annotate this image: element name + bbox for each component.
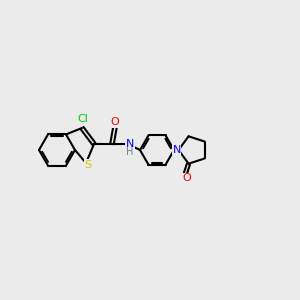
Text: O: O	[182, 173, 191, 183]
Text: N: N	[126, 139, 134, 148]
Text: S: S	[84, 160, 92, 170]
Text: O: O	[111, 117, 119, 127]
Text: H: H	[126, 147, 134, 158]
Text: Cl: Cl	[78, 114, 88, 124]
Text: N: N	[172, 145, 181, 154]
